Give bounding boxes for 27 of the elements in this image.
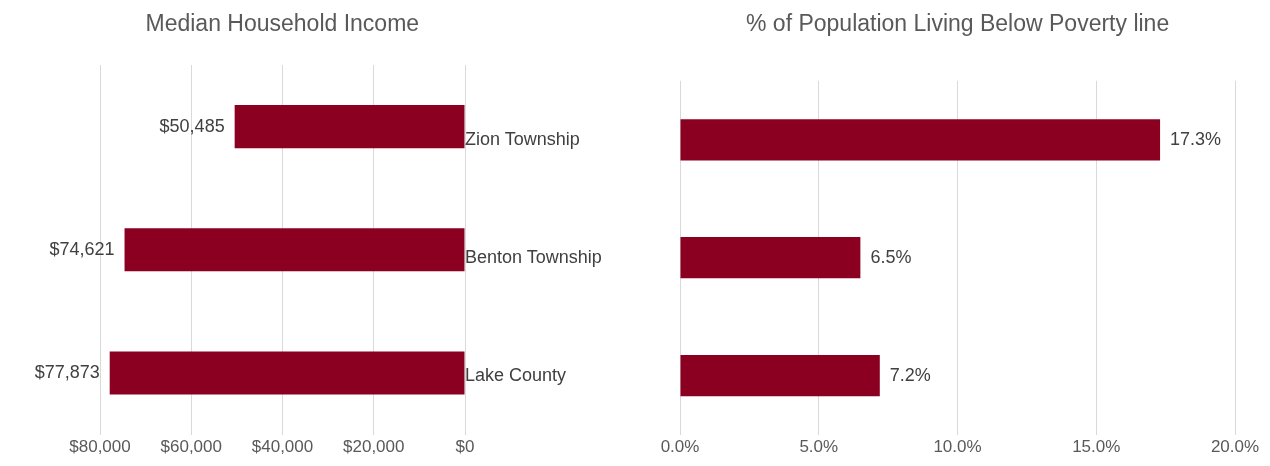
y-tick-label: Lake County [465, 364, 567, 385]
bar [109, 351, 465, 395]
data-label: $77,873 [34, 361, 100, 382]
data-label: 7.2% [889, 364, 931, 385]
x-tick-label: $20,000 [343, 437, 405, 457]
x-tick-label: $60,000 [160, 437, 222, 457]
data-label: $50,485 [159, 115, 225, 136]
bar [680, 237, 861, 279]
y-tick-label: Benton Township [465, 246, 602, 267]
x-tick-label: $80,000 [69, 437, 131, 457]
x-tick-label: 20.0% [1210, 437, 1260, 457]
x-tick-label: 10.0% [933, 437, 982, 457]
data-label: 6.5% [870, 246, 912, 267]
bar [680, 355, 880, 397]
x-tick-label: 5.0% [799, 437, 839, 457]
x-tick-label: 0.0% [660, 437, 700, 457]
bar [124, 228, 465, 272]
x-tick-label: 15.0% [1072, 437, 1121, 457]
bar [234, 105, 465, 149]
y-tick-label: Zion Township [465, 128, 580, 149]
chart-title: Median Household Income [145, 10, 420, 37]
chart-title: % of Population Living Below Poverty line [746, 10, 1170, 37]
x-tick-label: $0 [455, 437, 475, 457]
bar [680, 119, 1161, 161]
data-label: $74,621 [49, 238, 115, 259]
data-label: 17.3% [1170, 128, 1222, 149]
x-tick-label: $40,000 [251, 437, 314, 457]
